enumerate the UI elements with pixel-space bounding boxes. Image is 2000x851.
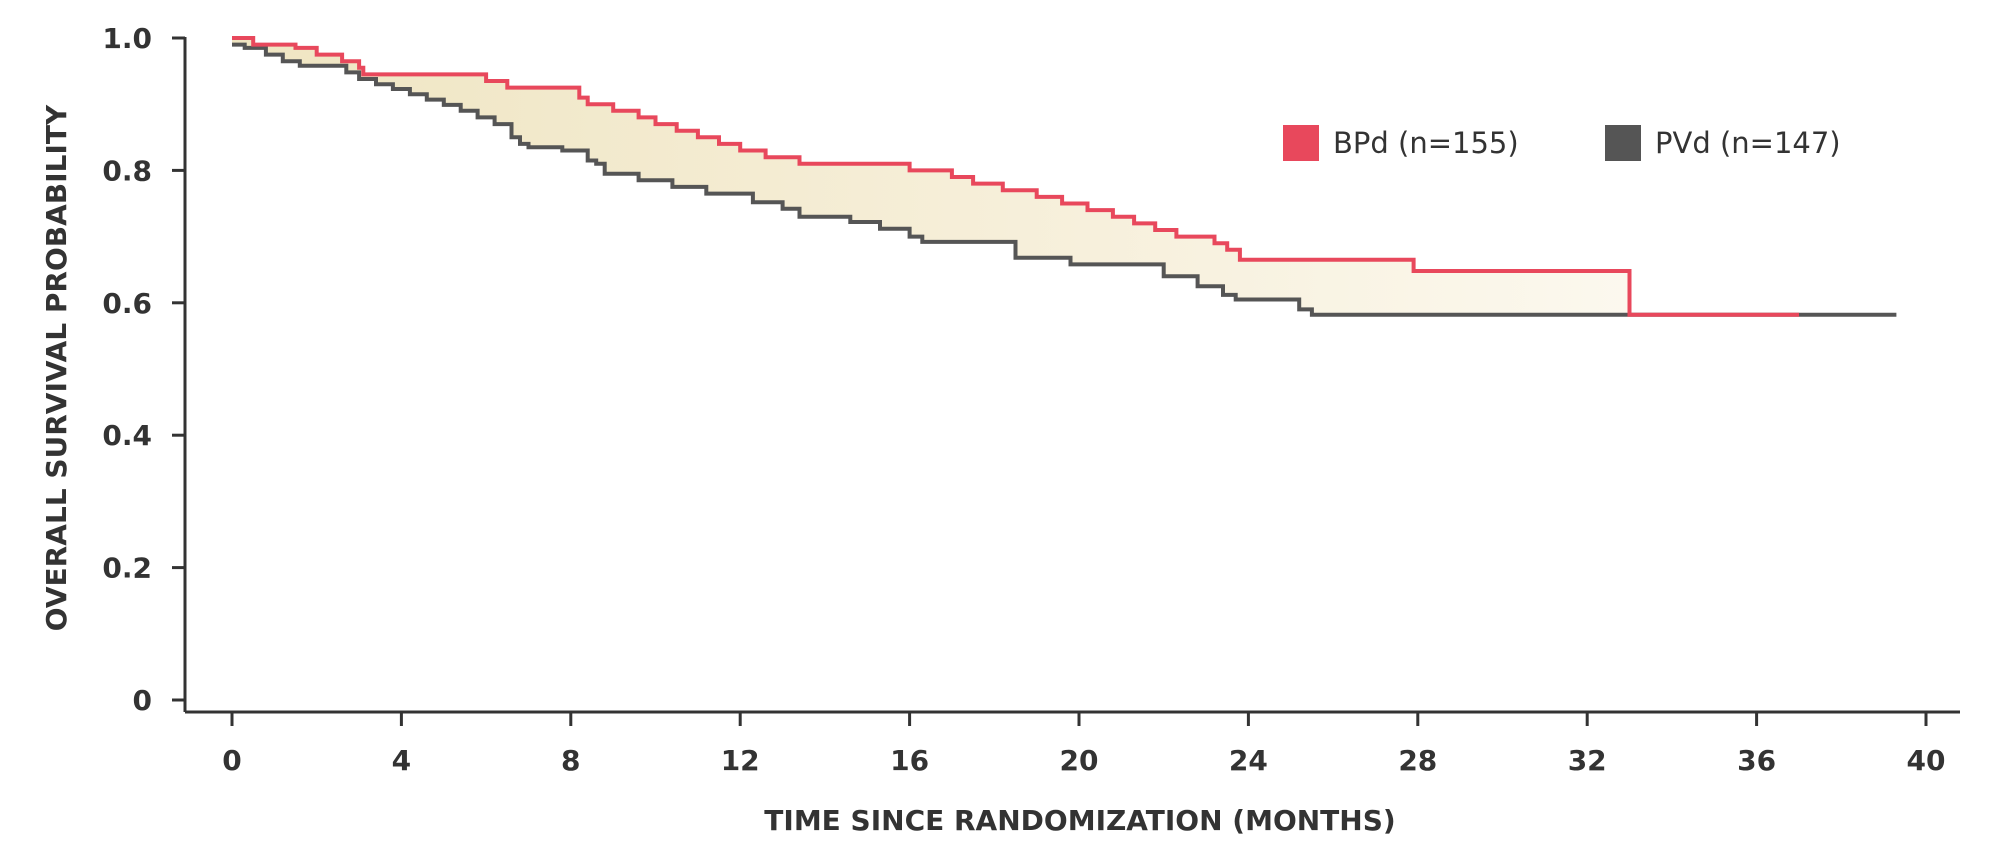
series-line-bpd (232, 36, 1799, 317)
y-tick-label: 0.6 (102, 287, 152, 320)
y-axis-title: OVERALL SURVIVAL PROBABILITY (40, 104, 73, 631)
x-axis-title: TIME SINCE RANDOMIZATION (MONTHS) (764, 804, 1395, 837)
x-tick-label: 16 (890, 744, 929, 777)
y-tick-label: 0.4 (102, 419, 152, 452)
x-tick-label: 40 (1907, 744, 1946, 777)
legend-swatch-pvd (1605, 125, 1641, 161)
legend-swatch-bpd (1283, 125, 1319, 161)
series-lines (232, 36, 1897, 317)
series-line-pvd (232, 42, 1897, 317)
y-tick-label: 1.0 (102, 22, 152, 55)
x-tick-label: 8 (561, 744, 580, 777)
x-tick-label: 32 (1568, 744, 1607, 777)
x-tick-label: 0 (222, 744, 241, 777)
legend-label-bpd: BPd (n=155) (1333, 126, 1519, 160)
x-tick-label: 36 (1737, 744, 1776, 777)
x-axis-ticks: 0 4 8 12 16 20 24 28 32 36 40 (222, 712, 1945, 777)
y-tick-label: 0.2 (102, 552, 152, 585)
x-tick-label: 4 (392, 744, 411, 777)
y-tick-label: 0.8 (102, 154, 152, 187)
shaded-difference-area (232, 38, 1799, 315)
y-axis-ticks: 0 0.2 0.4 0.6 0.8 1.0 (102, 22, 185, 717)
legend-label-pvd: PVd (n=147) (1655, 126, 1841, 160)
x-tick-label: 20 (1060, 744, 1099, 777)
x-tick-label: 28 (1398, 744, 1437, 777)
x-tick-label: 24 (1229, 744, 1268, 777)
legend: BPd (n=155) PVd (n=147) (1283, 125, 1841, 161)
survival-difference-band (232, 38, 1799, 315)
x-tick-label: 12 (721, 744, 760, 777)
y-tick-label: 0 (133, 684, 152, 717)
